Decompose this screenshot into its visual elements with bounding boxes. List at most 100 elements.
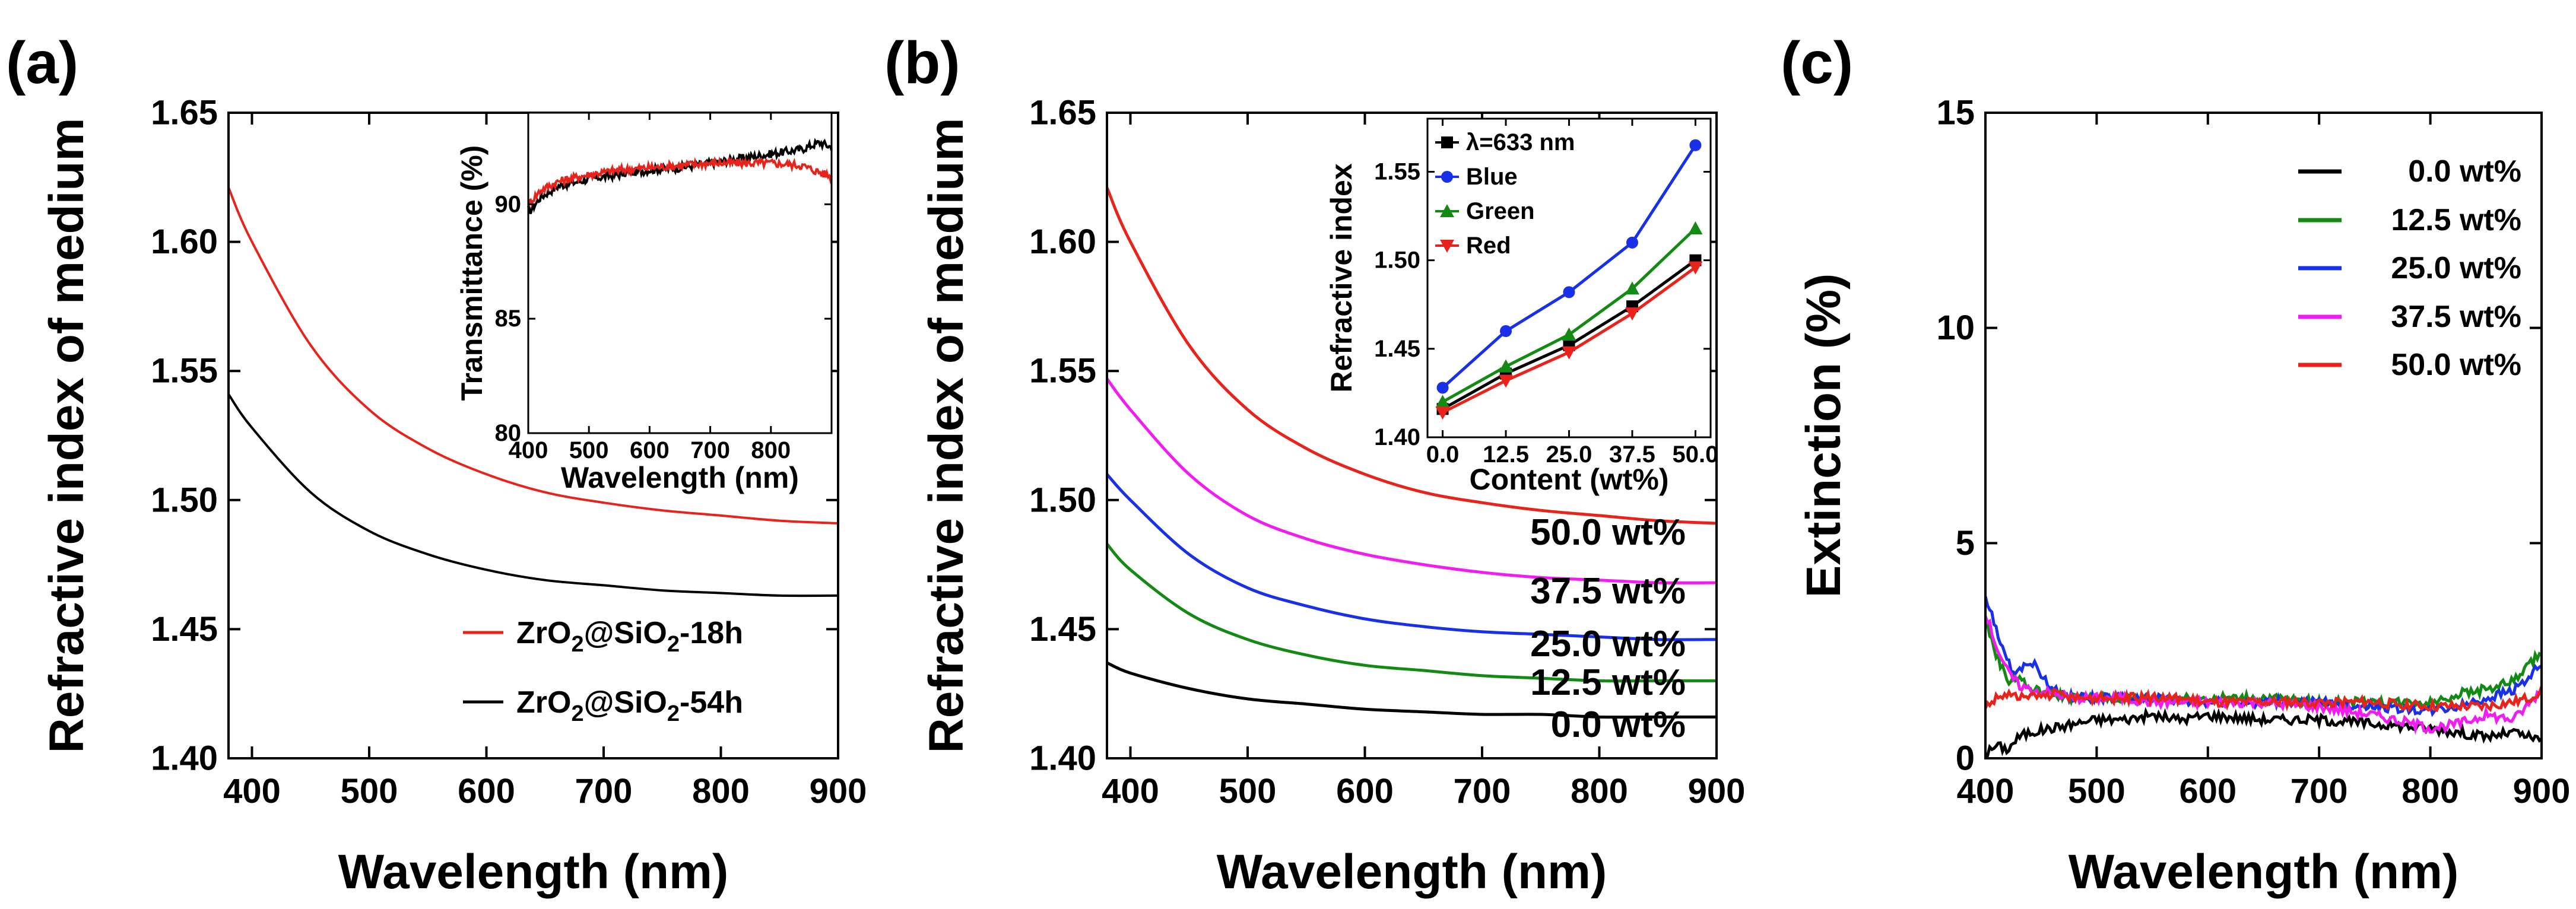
panel-b-inset-legend-marker-1: [1441, 171, 1453, 183]
panel-a-x-tick-label: 600: [458, 772, 515, 811]
panel-a-inset-y-tick-label: 90: [495, 191, 522, 217]
panel-b-inset-x-tick-label: 12.5: [1483, 441, 1529, 468]
panel-b-y-tick-label: 1.50: [1029, 481, 1096, 519]
panel-b-inset-x-tick-label: 25.0: [1546, 441, 1592, 468]
panel-a-y-axis-title: Refractive index of medium: [40, 118, 94, 754]
panel-a-legend-label-part: @SiO: [584, 685, 667, 720]
panel-a-y-tick-label: 1.45: [151, 610, 218, 649]
panel-b-inset-point-1-3: [1626, 236, 1638, 249]
panel-c-legend-label-2: 25.0 wt%: [2391, 251, 2521, 285]
panel-b-x-tick-label: 400: [1102, 772, 1159, 811]
panel-c-legend-label-4: 50.0 wt%: [2391, 348, 2521, 382]
panel-a-series-line-1: [229, 393, 838, 597]
panel-b-annotation-0: 50.0 wt%: [1530, 512, 1686, 553]
panel-b-inset-y-tick-label: 1.55: [1374, 159, 1420, 185]
panel-c-x-tick-label: 700: [2291, 772, 2348, 811]
panel-b-y-tick-label: 1.55: [1029, 352, 1096, 390]
panel-b-x-tick-label: 800: [1571, 772, 1628, 811]
panel-a-legend-label-1: ZrO2@SiO2-54h: [516, 685, 743, 726]
panel-a-legend-label-part: @SiO: [584, 616, 667, 650]
panel-b-label: (b): [884, 30, 960, 96]
panel-b-series-group: [1107, 187, 1717, 719]
panel-a-legend-label-part: -54h: [680, 685, 743, 720]
panel-b-annotation-1: 37.5 wt%: [1530, 571, 1686, 612]
panel-a-y-tick-label: 1.60: [151, 223, 218, 261]
panel-a-inset-y-tick-label: 85: [495, 306, 522, 332]
panel-b-series-line-0: [1107, 187, 1717, 525]
panel-b-series-line-2: [1107, 473, 1717, 641]
panel-a-y-tick-label: 1.50: [151, 481, 218, 519]
panel-b-y-tick-label: 1.45: [1029, 610, 1096, 649]
panel-b-series-line-3: [1107, 543, 1717, 683]
panel-b-x-tick-label: 600: [1336, 772, 1394, 811]
panel-b-x-tick-label: 700: [1454, 772, 1511, 811]
panel-b-inset-point-3-1: [1499, 374, 1514, 388]
panel-b-inset-point-2-0: [1435, 395, 1450, 408]
panel-b-inset-y-tick-label: 1.45: [1374, 336, 1420, 362]
panel-b-y-tick-label: 1.60: [1029, 223, 1096, 261]
panel-a-legend-label-part: ZrO: [516, 616, 571, 650]
panel-b-inset-point-2-3: [1625, 281, 1639, 295]
panel-b-inset-x-tick-label: 50.0: [1673, 441, 1719, 468]
panel-b-x-tick-label: 900: [1688, 772, 1746, 811]
panel-c-plot-frame: [1984, 112, 2543, 759]
panel-b-annotation-2: 25.0 wt%: [1530, 624, 1686, 665]
panel-b-inset-point-3-0: [1435, 406, 1450, 420]
panel-a-inset-x-title: Wavelength (nm): [561, 461, 799, 494]
panel-c-y-axis-title: Extinction (%): [1797, 274, 1851, 598]
panel-a-legend-label-part: ZrO: [516, 685, 571, 720]
panel-a-legend-label-0: ZrO2@SiO2-18h: [516, 616, 743, 657]
panel-a-label: (a): [6, 30, 78, 96]
panel-a-x-axis-title: Wavelength (nm): [338, 845, 729, 899]
panel-b-inset-y-tick-label: 1.40: [1374, 424, 1420, 450]
panel-b-x-tick-label: 500: [1219, 772, 1277, 811]
panel-a-y-tick-label: 1.55: [151, 352, 218, 390]
panel-b-inset-x-tick-label: 0.0: [1426, 441, 1460, 468]
panel-b-inset-point-1-4: [1689, 139, 1702, 151]
panel-b-inset-point-3-4: [1688, 261, 1703, 275]
panel-a-inset-x-tick-label: 700: [690, 437, 730, 463]
panel-b-annotation-3: 12.5 wt%: [1530, 662, 1686, 703]
panel-a-y-tick-label: 1.65: [151, 94, 218, 132]
panel-c-label: (c): [1781, 30, 1853, 96]
panel-c-x-tick-label: 800: [2401, 772, 2459, 811]
panel-a-legend-label-part: 2: [571, 701, 583, 726]
panel-c-y-tick-label: 0: [1956, 739, 1975, 778]
panel-c-series-line-1: [1985, 619, 2542, 711]
panel-b-inset-legend-label-2: Green: [1466, 198, 1535, 224]
panel-b-inset-point-3-2: [1562, 346, 1576, 360]
panel-b-inset-point-3-3: [1625, 307, 1639, 321]
panel-c-x-tick-label: 900: [2513, 772, 2571, 811]
panel-c-series-line-0: [1985, 707, 2542, 758]
panel-b-inset-y-title: Refractive index: [1325, 163, 1358, 392]
panel-a-x-tick-label: 700: [575, 772, 633, 811]
panel-b-y-tick-label: 1.40: [1029, 739, 1096, 778]
panel-a-inset-x-tick-label: 500: [569, 437, 609, 463]
panel-c-x-tick-label: 500: [2068, 772, 2125, 811]
panel-a-inset-series-1: [527, 155, 833, 208]
panel-c-legend-label-1: 12.5 wt%: [2391, 203, 2521, 237]
panel-a-x-tick-label: 500: [341, 772, 398, 811]
panel-b-inset-y-tick-label: 1.50: [1374, 247, 1420, 274]
panel-a-inset-y-title: Transmittance (%): [455, 145, 488, 401]
panel-c-legend-label-3: 37.5 wt%: [2391, 300, 2521, 334]
panel-a-series-group: [229, 187, 838, 597]
panel-b-inset-legend-marker-2: [1440, 204, 1454, 217]
panel-c-y-tick-label: 5: [1956, 524, 1975, 562]
panel-b-series-line-4: [1107, 661, 1717, 719]
panel-c-x-axis-title: Wavelength (nm): [2069, 845, 2459, 899]
panel-b-inset-point-2-1: [1499, 359, 1514, 373]
panel-b-inset-point-2-4: [1688, 221, 1703, 234]
panel-c-y-tick-label: 10: [1936, 309, 1975, 347]
panel-a-y-tick-label: 1.40: [151, 739, 218, 778]
panel-c-series-group: [1985, 596, 2542, 758]
panel-b-y-tick-label: 1.65: [1029, 94, 1096, 132]
panel-c-x-tick-label: 600: [2179, 772, 2236, 811]
panel-b-series-line-1: [1107, 377, 1717, 584]
panel-a-inset-x-tick-label: 800: [751, 437, 791, 463]
panel-a-inset-y-tick-label: 80: [495, 420, 522, 446]
panel-b-x-axis-title: Wavelength (nm): [1217, 845, 1607, 899]
panel-c-y-tick-label: 15: [1936, 94, 1975, 132]
panel-b-inset-legend-label-0: λ=633 nm: [1466, 129, 1575, 155]
panel-b-inset-point-1-0: [1436, 382, 1449, 394]
